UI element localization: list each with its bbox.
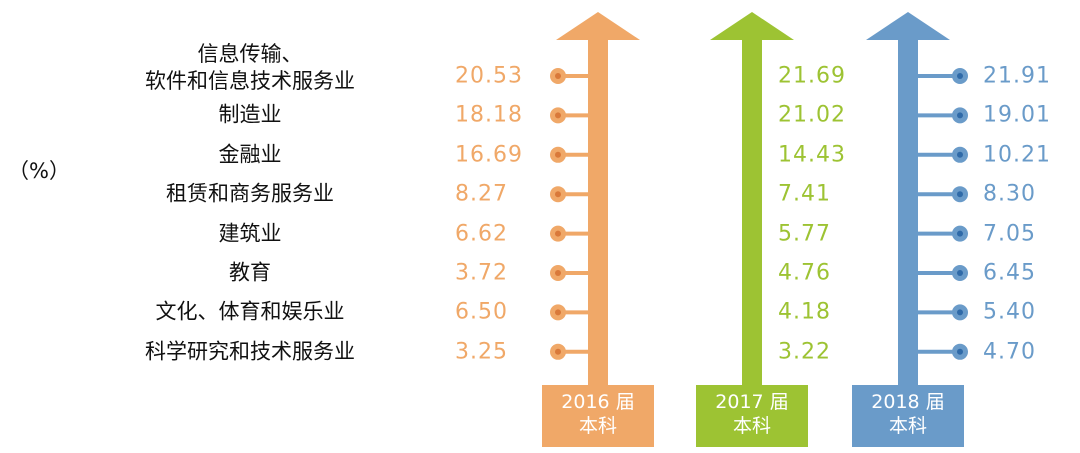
arrow-head [866,12,950,40]
value-dot-center [957,348,963,355]
category-label: 文化、体育和娱乐业 [155,299,345,324]
arrow-stem [742,39,762,389]
value-label: 6.62 [455,221,508,247]
value-dot-center [555,230,561,237]
value-dot-center [555,73,561,79]
arrow-stem [588,39,608,389]
value-label: 19.01 [983,102,1051,128]
value-dot-center [957,73,963,79]
value-label: 4.18 [778,299,831,325]
value-dot-center [555,270,561,276]
category-label: 信息传输、 软件和信息技术服务业 [145,42,355,93]
value-label: 4.70 [983,339,1036,365]
value-label: 5.77 [778,221,831,247]
category-label: 科学研究和技术服务业 [145,339,355,364]
label-box [542,385,654,447]
series-name: 2017 届 [715,391,789,413]
value-label: 18.18 [455,102,523,128]
value-label: 8.30 [983,181,1036,207]
value-label: 4.76 [778,260,831,286]
unit-label: （%） [8,159,70,183]
value-label: 3.25 [455,339,508,365]
series-name: 2018 届 [871,391,945,413]
series-subname: 本科 [888,415,927,437]
value-label: 20.53 [455,63,523,89]
category-label: 租赁和商务服务业 [166,181,334,206]
value-label: 10.21 [983,142,1051,168]
arrow-head [556,12,640,40]
value-dot-center [555,151,561,158]
series-subname: 本科 [578,415,617,437]
value-label: 5.40 [983,299,1036,325]
value-label: 21.02 [778,102,846,128]
category-label: 制造业 [218,102,282,127]
value-label: 6.50 [455,299,508,325]
series-name: 2016 届 [561,391,635,413]
category-label: 建筑业 [218,221,282,246]
value-label: 8.27 [455,181,508,207]
category-label: 金融业 [218,142,282,167]
value-dot-center [957,112,963,119]
arrow-stem [898,39,918,389]
value-label: 21.69 [778,63,846,89]
series-subname: 本科 [732,415,771,437]
value-dot-center [957,230,963,237]
value-label: 16.69 [455,142,523,168]
value-label: 7.05 [983,221,1036,247]
arrow-head [710,12,794,40]
value-label: 21.91 [983,63,1051,89]
value-label: 3.22 [778,339,831,365]
value-dot-center [555,348,561,355]
value-dot-center [957,191,963,198]
value-label: 14.43 [778,142,846,168]
value-dot-center [555,112,561,119]
value-label: 7.41 [778,181,831,207]
value-dot-center [957,151,963,158]
value-dot-center [555,191,561,198]
category-label: 教育 [229,260,271,285]
value-label: 6.45 [983,260,1036,286]
value-label: 3.72 [455,260,508,286]
value-dot-center [555,309,561,316]
value-dot-center [957,270,963,276]
value-dot-center [957,309,963,316]
label-box [696,385,808,447]
label-box [852,385,964,447]
